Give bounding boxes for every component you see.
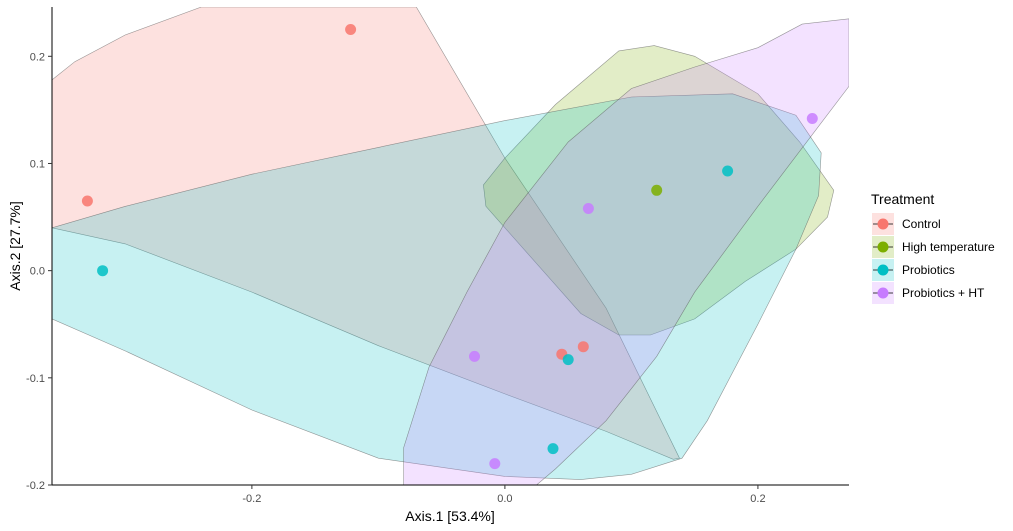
- legend-item-high-temperature: High temperature: [872, 236, 995, 258]
- legend-label: Probiotics + HT: [902, 286, 985, 300]
- ellipse-control: [52, 7, 680, 460]
- points-layer: [81, 24, 818, 470]
- point-control-1: [345, 24, 357, 35]
- x-tick-label: 0.0: [497, 493, 512, 505]
- point-probiotics-2: [562, 354, 574, 366]
- point-probiotics-4: [722, 165, 734, 177]
- legend-label: High temperature: [902, 240, 995, 254]
- legend-item-control: Control: [872, 213, 941, 235]
- legend-items: Control High temperature Probiotics Probiot…: [872, 213, 995, 304]
- y-ticks: -0.2 -0.1 0.0 0.1 0.2: [26, 51, 52, 492]
- x-tick-label: -0.2: [242, 493, 261, 505]
- legend: Treatment Control High temperature Probiot…: [871, 191, 995, 304]
- point-probiotics-ht-4: [489, 458, 501, 470]
- legend-title: Treatment: [871, 191, 934, 207]
- y-tick-label: -0.1: [26, 373, 45, 385]
- x-ticks: -0.2 0.0 0.2: [242, 485, 766, 505]
- ellipse-probiotics-ht: [403, 18, 849, 485]
- legend-label: Control: [902, 217, 941, 231]
- ellipses-layer: [52, 7, 849, 485]
- legend-key-point: [877, 264, 889, 276]
- legend-key-point: [877, 241, 889, 253]
- legend-key-point: [877, 218, 889, 230]
- point-probiotics-3: [547, 443, 559, 455]
- x-tick-label: 0.2: [750, 493, 765, 505]
- ellipse-probiotics: [52, 93, 822, 480]
- x-axis-title: Axis.1 [53.4%]: [405, 508, 495, 524]
- legend-item-probiotics-ht: Probiotics + HT: [872, 282, 985, 304]
- y-axis-title: Axis.2 [27.7%]: [7, 201, 23, 291]
- point-probiotics-ht-3: [469, 350, 480, 362]
- y-tick-label: 0.0: [30, 266, 45, 278]
- y-tick-label: 0.2: [30, 51, 45, 63]
- y-tick-label: -0.2: [26, 480, 45, 492]
- point-probiotics-1: [97, 265, 109, 277]
- legend-label: Probiotics: [902, 263, 955, 277]
- legend-item-probiotics: Probiotics: [872, 259, 955, 281]
- legend-key-point: [877, 287, 889, 299]
- point-high-temperature-1: [651, 184, 663, 196]
- point-control-2: [81, 195, 93, 207]
- point-probiotics-ht-2: [806, 113, 818, 124]
- point-control-4: [577, 341, 589, 353]
- point-probiotics-ht-1: [582, 203, 594, 214]
- y-tick-label: 0.1: [30, 158, 45, 170]
